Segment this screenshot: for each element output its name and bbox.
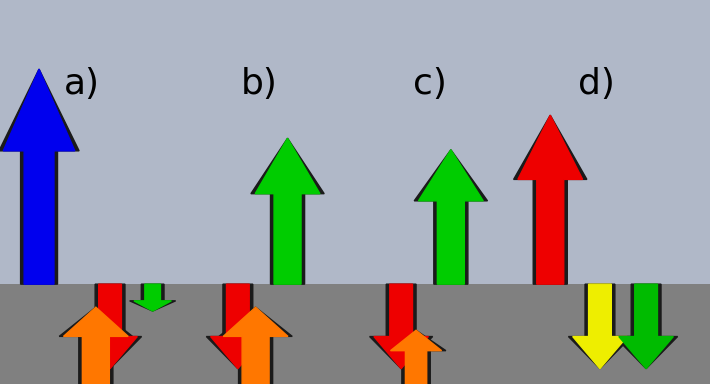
FancyArrow shape [569, 284, 631, 369]
FancyArrow shape [219, 307, 293, 384]
FancyArrow shape [573, 284, 627, 369]
Text: d): d) [578, 68, 615, 101]
FancyArrow shape [130, 284, 175, 311]
FancyArrow shape [615, 284, 677, 369]
FancyArrow shape [518, 115, 583, 284]
FancyArrow shape [83, 284, 137, 369]
FancyArrow shape [0, 69, 79, 284]
FancyArrow shape [414, 150, 488, 284]
FancyArrow shape [251, 138, 324, 284]
FancyArrow shape [63, 307, 129, 384]
FancyArrow shape [418, 150, 484, 284]
FancyArrow shape [207, 284, 269, 369]
FancyArrow shape [391, 330, 442, 384]
FancyArrow shape [374, 284, 428, 369]
FancyArrow shape [134, 284, 171, 311]
Text: a): a) [64, 68, 99, 101]
FancyArrow shape [255, 138, 320, 284]
FancyArrow shape [223, 307, 288, 384]
FancyArrow shape [59, 307, 133, 384]
FancyArrow shape [79, 284, 141, 369]
FancyArrow shape [513, 115, 587, 284]
FancyArrow shape [386, 330, 446, 384]
Text: c): c) [413, 68, 447, 101]
Text: b): b) [241, 68, 278, 101]
FancyArrow shape [370, 284, 432, 369]
Bar [0, 284, 710, 384]
FancyArrow shape [619, 284, 673, 369]
FancyArrow shape [211, 284, 265, 369]
Bar [0, 0, 710, 284]
FancyArrow shape [4, 69, 75, 284]
